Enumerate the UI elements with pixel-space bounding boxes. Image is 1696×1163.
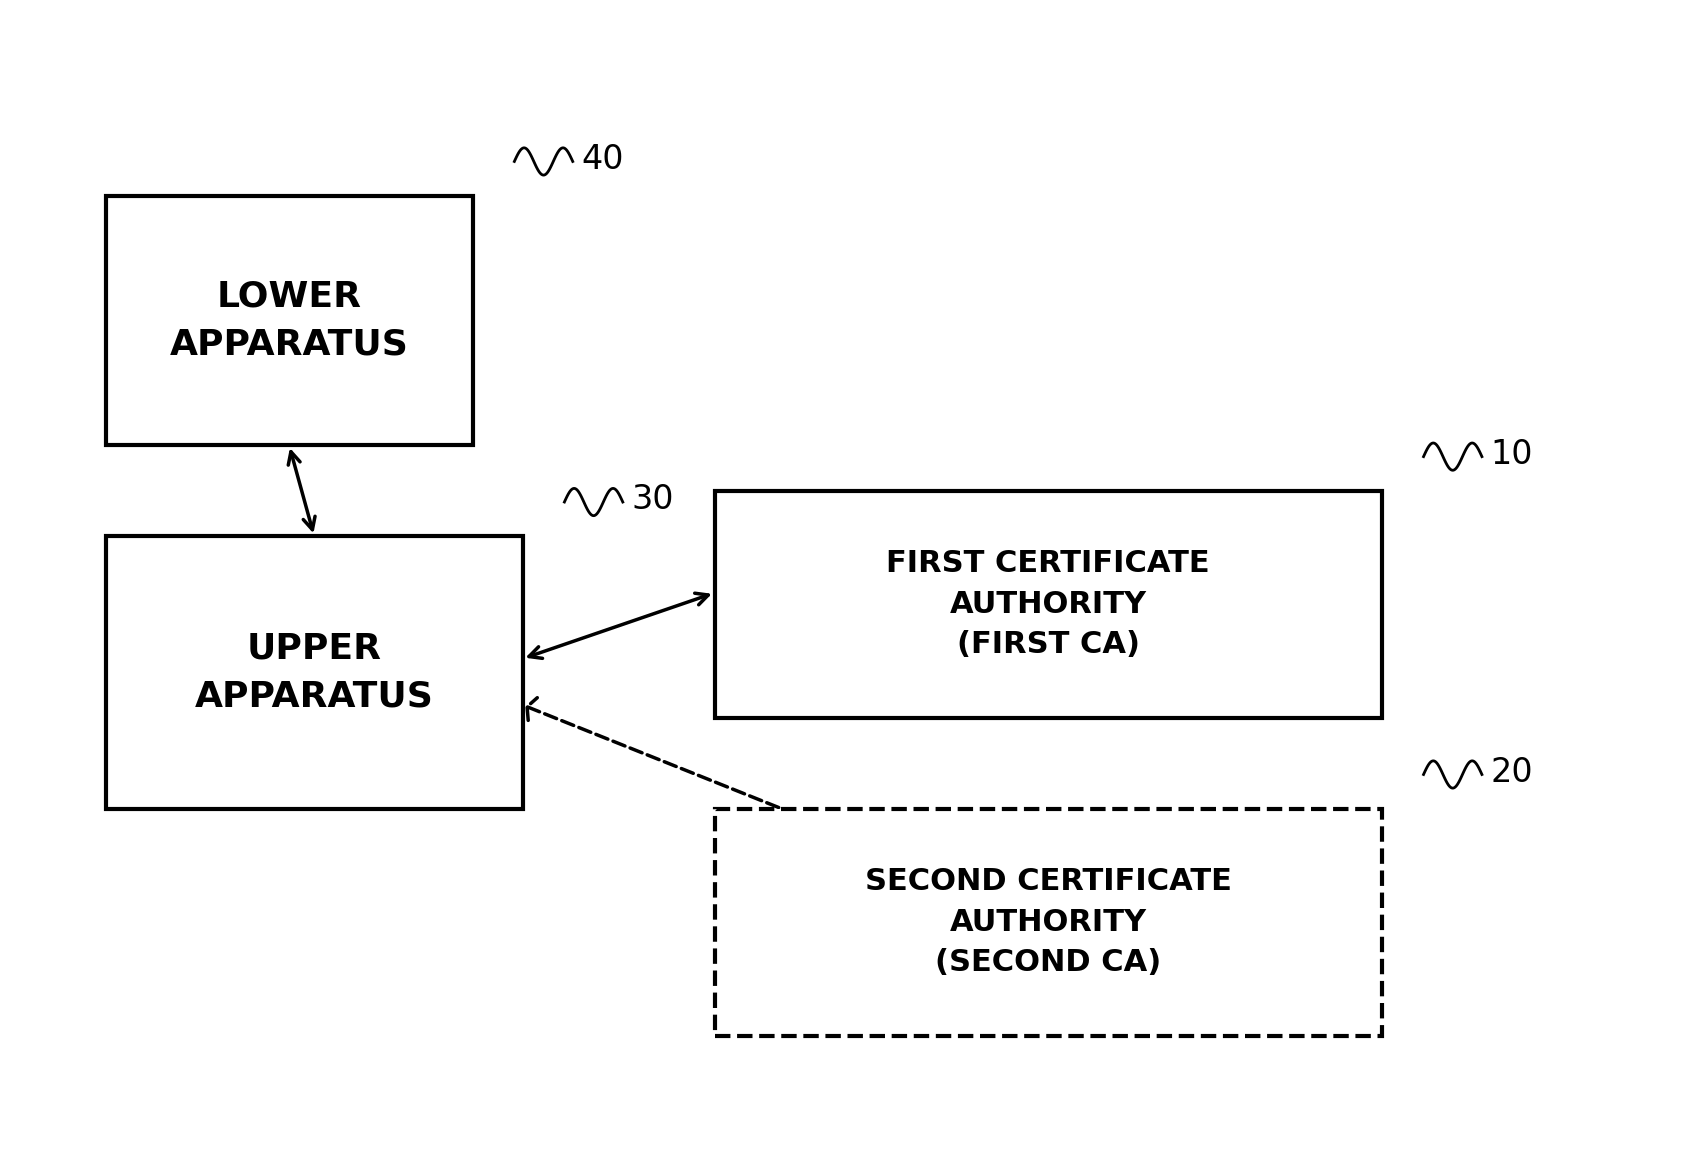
Bar bbox=[714, 491, 1382, 718]
Text: 30: 30 bbox=[631, 484, 673, 516]
Bar bbox=[714, 808, 1382, 1035]
Bar bbox=[105, 536, 522, 808]
Text: 20: 20 bbox=[1491, 756, 1533, 789]
Text: FIRST CERTIFICATE
AUTHORITY
(FIRST CA): FIRST CERTIFICATE AUTHORITY (FIRST CA) bbox=[887, 549, 1209, 659]
Text: LOWER
APPARATUS: LOWER APPARATUS bbox=[170, 279, 409, 362]
Bar bbox=[105, 195, 473, 445]
Text: SECOND CERTIFICATE
AUTHORITY
(SECOND CA): SECOND CERTIFICATE AUTHORITY (SECOND CA) bbox=[865, 868, 1231, 977]
Text: 40: 40 bbox=[582, 143, 624, 176]
Text: 10: 10 bbox=[1491, 437, 1533, 471]
Text: UPPER
APPARATUS: UPPER APPARATUS bbox=[195, 632, 434, 713]
